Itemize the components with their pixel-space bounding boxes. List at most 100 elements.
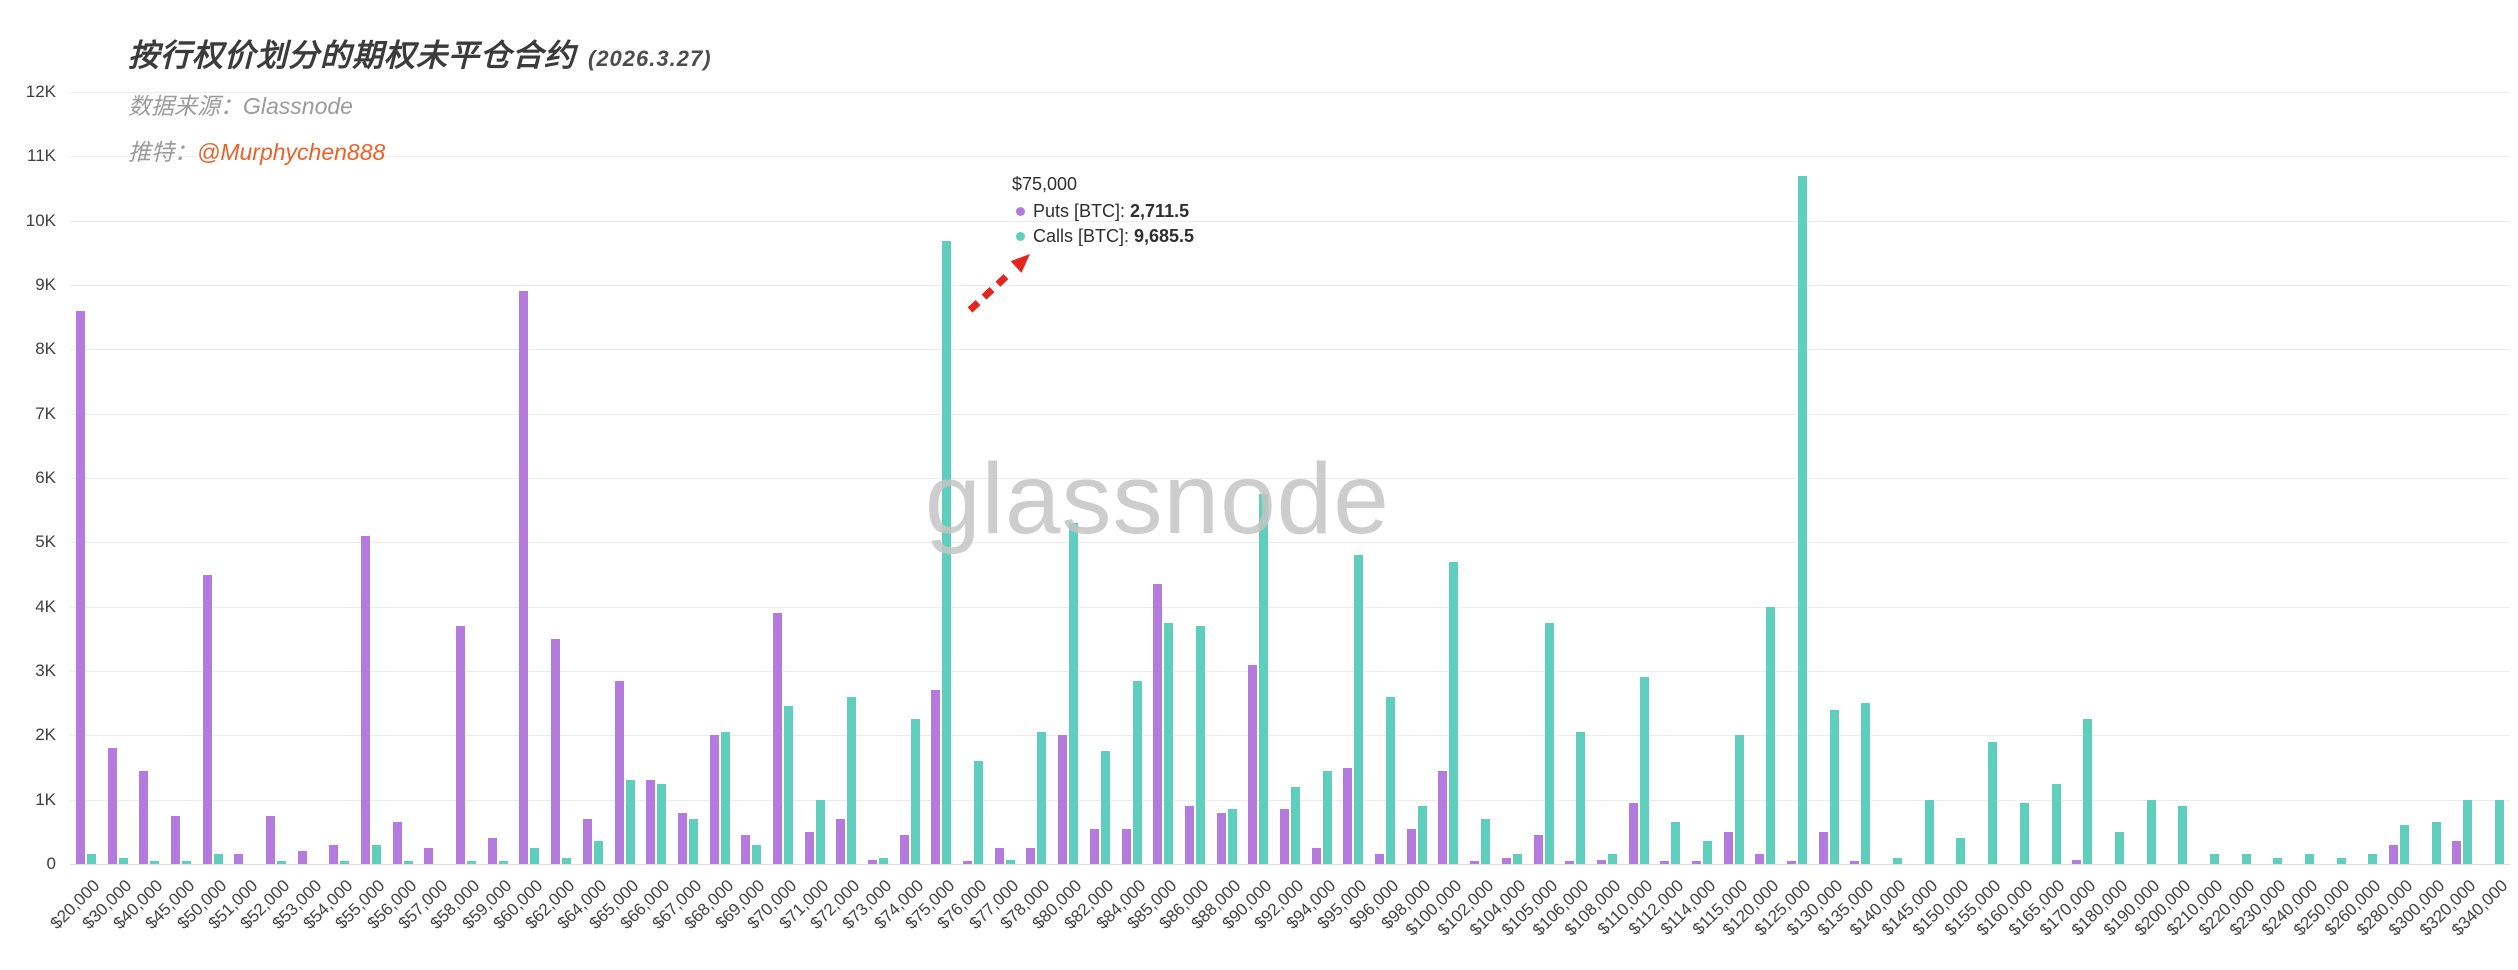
- bar-calls[interactable]: [2114, 831, 2124, 864]
- bar-puts[interactable]: [1691, 860, 1701, 864]
- bar-puts[interactable]: [2072, 860, 2082, 864]
- bar-calls[interactable]: [1512, 854, 1522, 864]
- bar-puts[interactable]: [836, 818, 846, 864]
- bar-calls[interactable]: [1386, 696, 1396, 864]
- bar-calls[interactable]: [2463, 799, 2473, 864]
- bar-calls[interactable]: [372, 844, 382, 864]
- bar-calls[interactable]: [2431, 822, 2441, 864]
- bar-puts[interactable]: [1089, 828, 1099, 864]
- bar-puts[interactable]: [582, 818, 592, 864]
- bar-puts[interactable]: [1026, 847, 1036, 864]
- bar-calls[interactable]: [340, 861, 350, 864]
- bar-calls[interactable]: [403, 861, 413, 864]
- bar-puts[interactable]: [1596, 860, 1606, 864]
- bar-puts[interactable]: [1818, 831, 1828, 864]
- bar-puts[interactable]: [1533, 835, 1543, 864]
- bar-calls[interactable]: [2368, 854, 2378, 864]
- twitter-handle[interactable]: @Murphychen888: [197, 139, 386, 165]
- bar-puts[interactable]: [1343, 767, 1353, 864]
- bar-puts[interactable]: [1280, 809, 1289, 864]
- bar-calls[interactable]: [1576, 732, 1586, 864]
- bar-puts[interactable]: [1470, 860, 1480, 864]
- bar-calls[interactable]: [720, 732, 730, 864]
- bar-calls[interactable]: [2209, 854, 2219, 864]
- bar-calls[interactable]: [1734, 735, 1744, 864]
- bar-puts[interactable]: [75, 310, 85, 864]
- bar-puts[interactable]: [1565, 860, 1575, 864]
- bar-calls[interactable]: [2273, 857, 2283, 864]
- bar-calls[interactable]: [1639, 677, 1649, 864]
- bar-puts[interactable]: [614, 680, 624, 864]
- bar-puts[interactable]: [1216, 812, 1226, 864]
- bar-calls[interactable]: [1861, 703, 1871, 864]
- bar-calls[interactable]: [593, 841, 603, 864]
- bar-calls[interactable]: [2083, 719, 2093, 864]
- bar-calls[interactable]: [1449, 561, 1459, 864]
- bar-calls[interactable]: [150, 860, 160, 864]
- bar-calls[interactable]: [657, 783, 667, 864]
- bar-calls[interactable]: [530, 847, 540, 864]
- bar-puts[interactable]: [994, 847, 1004, 864]
- bar-puts[interactable]: [1628, 802, 1638, 864]
- bar-puts[interactable]: [741, 835, 751, 864]
- bar-puts[interactable]: [1248, 664, 1258, 864]
- bar-calls[interactable]: [1322, 770, 1332, 864]
- bar-calls[interactable]: [498, 861, 508, 864]
- bar-puts[interactable]: [2452, 841, 2462, 864]
- bar-puts[interactable]: [392, 822, 402, 864]
- bar-calls[interactable]: [118, 857, 128, 864]
- bar-calls[interactable]: [1607, 854, 1617, 864]
- bar-calls[interactable]: [1766, 606, 1776, 864]
- bar-puts[interactable]: [456, 625, 466, 864]
- bar-calls[interactable]: [2495, 799, 2505, 864]
- bar-calls[interactable]: [688, 818, 698, 864]
- bar-calls[interactable]: [815, 799, 825, 864]
- bar-puts[interactable]: [487, 838, 497, 864]
- bar-puts[interactable]: [1723, 831, 1733, 864]
- bar-puts[interactable]: [963, 860, 973, 864]
- bar-calls[interactable]: [2241, 854, 2251, 864]
- bar-puts[interactable]: [1501, 857, 1511, 864]
- bar-puts[interactable]: [1660, 860, 1670, 864]
- bar-puts[interactable]: [2389, 844, 2399, 864]
- bar-puts[interactable]: [107, 748, 117, 864]
- bar-puts[interactable]: [139, 770, 149, 864]
- bar-calls[interactable]: [1132, 680, 1142, 864]
- bar-calls[interactable]: [2051, 783, 2061, 864]
- bar-calls[interactable]: [2336, 857, 2346, 864]
- bar-calls[interactable]: [2019, 802, 2029, 864]
- bar-puts[interactable]: [1311, 847, 1321, 864]
- bar-puts[interactable]: [361, 535, 371, 864]
- bar-calls[interactable]: [2178, 806, 2188, 864]
- bar-calls[interactable]: [467, 861, 477, 864]
- bar-calls[interactable]: [752, 844, 762, 864]
- bar-calls[interactable]: [2400, 825, 2410, 864]
- bar-calls[interactable]: [1005, 860, 1015, 864]
- bar-calls[interactable]: [1481, 818, 1491, 864]
- bar-puts[interactable]: [202, 574, 212, 864]
- bar-calls[interactable]: [1988, 741, 1998, 864]
- bar-calls[interactable]: [2146, 799, 2156, 864]
- bar-puts[interactable]: [519, 291, 529, 864]
- bar-puts[interactable]: [1184, 806, 1194, 864]
- bar-puts[interactable]: [1438, 770, 1448, 864]
- bar-puts[interactable]: [1058, 735, 1068, 864]
- bar-calls[interactable]: [1227, 809, 1237, 864]
- bar-calls[interactable]: [2305, 854, 2315, 864]
- bar-puts[interactable]: [170, 815, 180, 864]
- bar-calls[interactable]: [1259, 494, 1269, 864]
- bar-calls[interactable]: [942, 240, 952, 864]
- bar-calls[interactable]: [625, 780, 635, 864]
- bar-calls[interactable]: [1924, 799, 1934, 864]
- bar-calls[interactable]: [1164, 622, 1174, 864]
- bar-puts[interactable]: [234, 854, 244, 864]
- bar-puts[interactable]: [297, 851, 307, 864]
- bar-puts[interactable]: [1850, 861, 1860, 864]
- bar-calls[interactable]: [1291, 786, 1300, 864]
- bar-calls[interactable]: [1417, 806, 1427, 864]
- bar-puts[interactable]: [772, 613, 782, 864]
- bar-calls[interactable]: [1798, 175, 1807, 864]
- bar-calls[interactable]: [1069, 523, 1079, 864]
- bar-calls[interactable]: [1195, 625, 1205, 864]
- bar-puts[interactable]: [551, 638, 561, 864]
